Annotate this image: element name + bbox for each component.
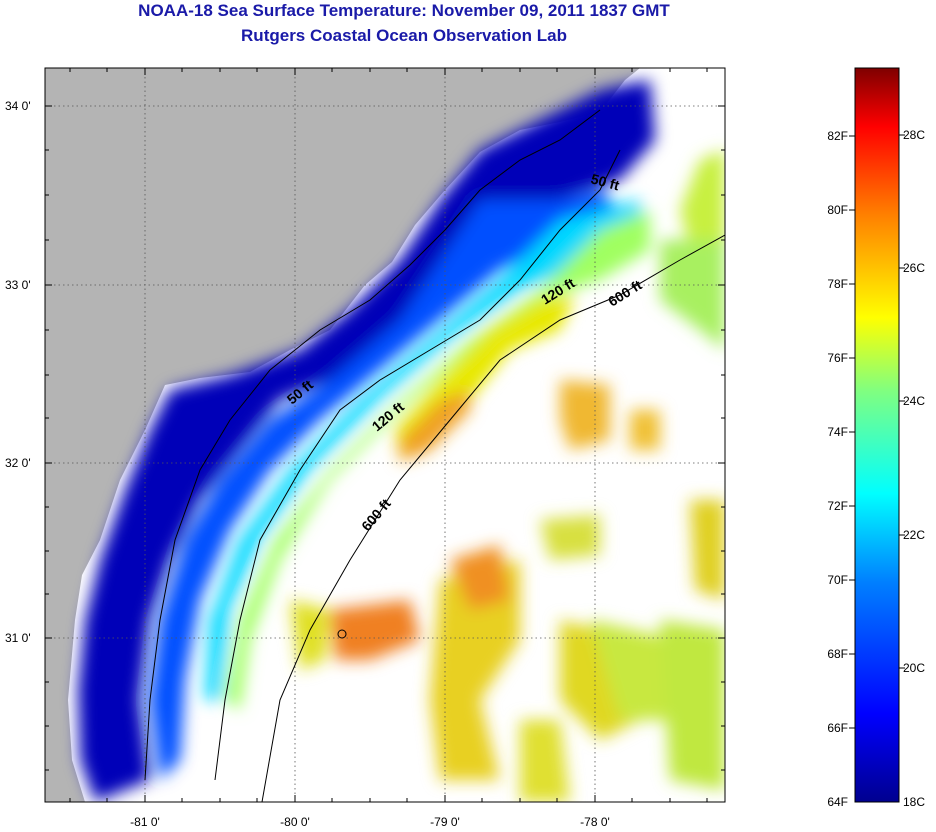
map-subtitle: Rutgers Coastal Ocean Observation Lab [241, 26, 567, 45]
lon-label-78: -78 0' [580, 815, 610, 829]
buoy-marker [337, 629, 347, 639]
lat-label-33: 33 0' [5, 278, 31, 292]
sst-field [78, 80, 725, 802]
lon-label-79: -79 0' [430, 815, 460, 829]
graticule [45, 68, 725, 802]
colorbar-label-74f: 74F [827, 425, 848, 439]
colorbar-label-26c: 26C [903, 261, 925, 275]
contour-label-50ft: 50 ft [589, 170, 621, 193]
colorbar-label-82f: 82F [827, 129, 848, 143]
land-mass [45, 68, 640, 802]
colorbar-label-64f: 64F [827, 795, 848, 809]
colorbar: 82F 80F 78F 76F 74F 72F 70F 68F 66F 64F … [827, 67, 925, 809]
colorbar-label-72f: 72F [827, 499, 848, 513]
colorbar-label-76f: 76F [827, 351, 848, 365]
colorbar-label-68f: 68F [827, 647, 848, 661]
colorbar-label-28c: 28C [903, 128, 925, 142]
colorbar-label-18c: 18C [903, 795, 925, 809]
lon-label-80: -80 0' [280, 815, 310, 829]
colorbar-label-66f: 66F [827, 721, 848, 735]
colorbar-label-24c: 24C [903, 394, 925, 408]
map-frame [44, 67, 726, 803]
colorbar-label-22c: 22C [903, 528, 925, 542]
lon-label-81: -81 0' [130, 815, 160, 829]
lat-label-34: 34 0' [5, 99, 31, 113]
colorbar-label-20c: 20C [903, 661, 925, 675]
lat-label-31: 31 0' [5, 631, 31, 645]
colorbar-label-80f: 80F [827, 203, 848, 217]
map-title: NOAA-18 Sea Surface Temperature: Novembe… [138, 1, 670, 20]
bathymetry-contours [144, 109, 725, 802]
lat-label-32: 32 0' [5, 456, 31, 470]
colorbar-gradient [854, 67, 900, 803]
axis-ticks [45, 68, 725, 802]
map-area: 50 ft 120 ft 600 ft 50 ft 120 ft 600 ft [45, 68, 725, 802]
colorbar-label-78f: 78F [827, 277, 848, 291]
colorbar-label-70f: 70F [827, 573, 848, 587]
